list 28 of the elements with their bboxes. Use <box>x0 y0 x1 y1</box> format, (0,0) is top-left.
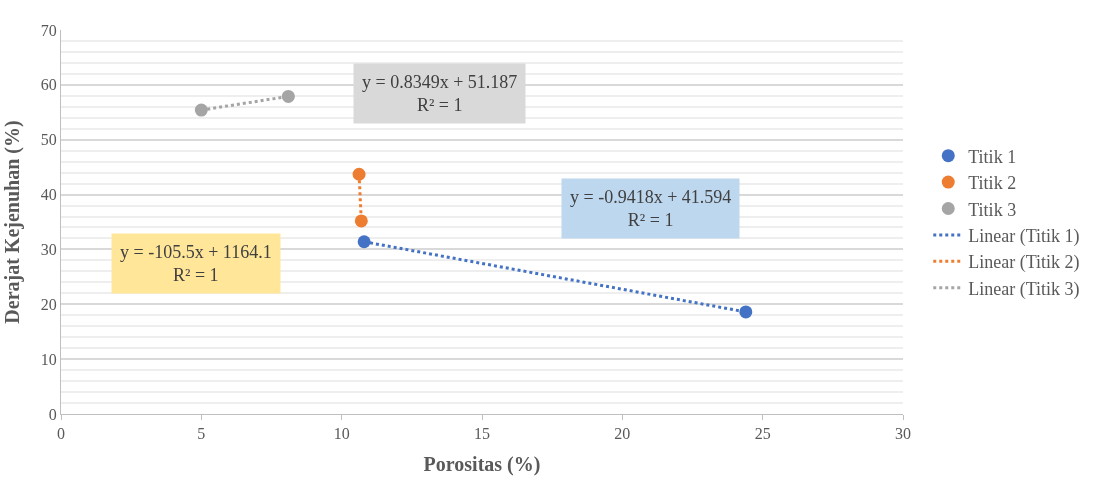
x-tick-label: 10 <box>333 425 350 443</box>
y-tick-label: 20 <box>40 295 57 313</box>
y-tick-label: 0 <box>48 405 57 423</box>
x-axis-title: Porositas (%) <box>423 452 541 476</box>
x-tick-label: 20 <box>614 425 631 443</box>
y-tick-label: 10 <box>40 350 57 368</box>
legend-label: Titik 1 <box>968 146 1017 167</box>
x-tick-label: 15 <box>474 425 490 443</box>
y-tick-label: 30 <box>40 241 57 259</box>
point <box>194 103 208 117</box>
point <box>281 89 295 103</box>
legend-label: Titik 3 <box>968 199 1017 220</box>
y-tick-label: 50 <box>40 131 57 149</box>
y-tick-label: 60 <box>40 76 57 94</box>
legend-label: Titik 2 <box>968 173 1017 194</box>
y-axis-title: Derajat Kejenuhan (%) <box>1 120 25 324</box>
x-tick-label: 30 <box>895 425 911 443</box>
annotation: y = -105.5x + 1164.1 R² = 1 <box>120 242 272 286</box>
annotation: y = 0.8349x + 51.187 R² = 1 <box>362 72 518 116</box>
x-tick-label: 5 <box>197 425 206 443</box>
annotation: y = -0.9418x + 41.594 R² = 1 <box>570 187 732 231</box>
x-tick-label: 25 <box>754 425 771 443</box>
legend-label: Linear (Titik 1) <box>968 225 1080 247</box>
y-tick-label: 40 <box>40 186 57 204</box>
legend-label: Linear (Titik 2) <box>968 252 1080 274</box>
y-tick-label: 70 <box>40 21 57 39</box>
point <box>354 214 368 228</box>
legend-label: Linear (Titik 3) <box>968 278 1080 300</box>
